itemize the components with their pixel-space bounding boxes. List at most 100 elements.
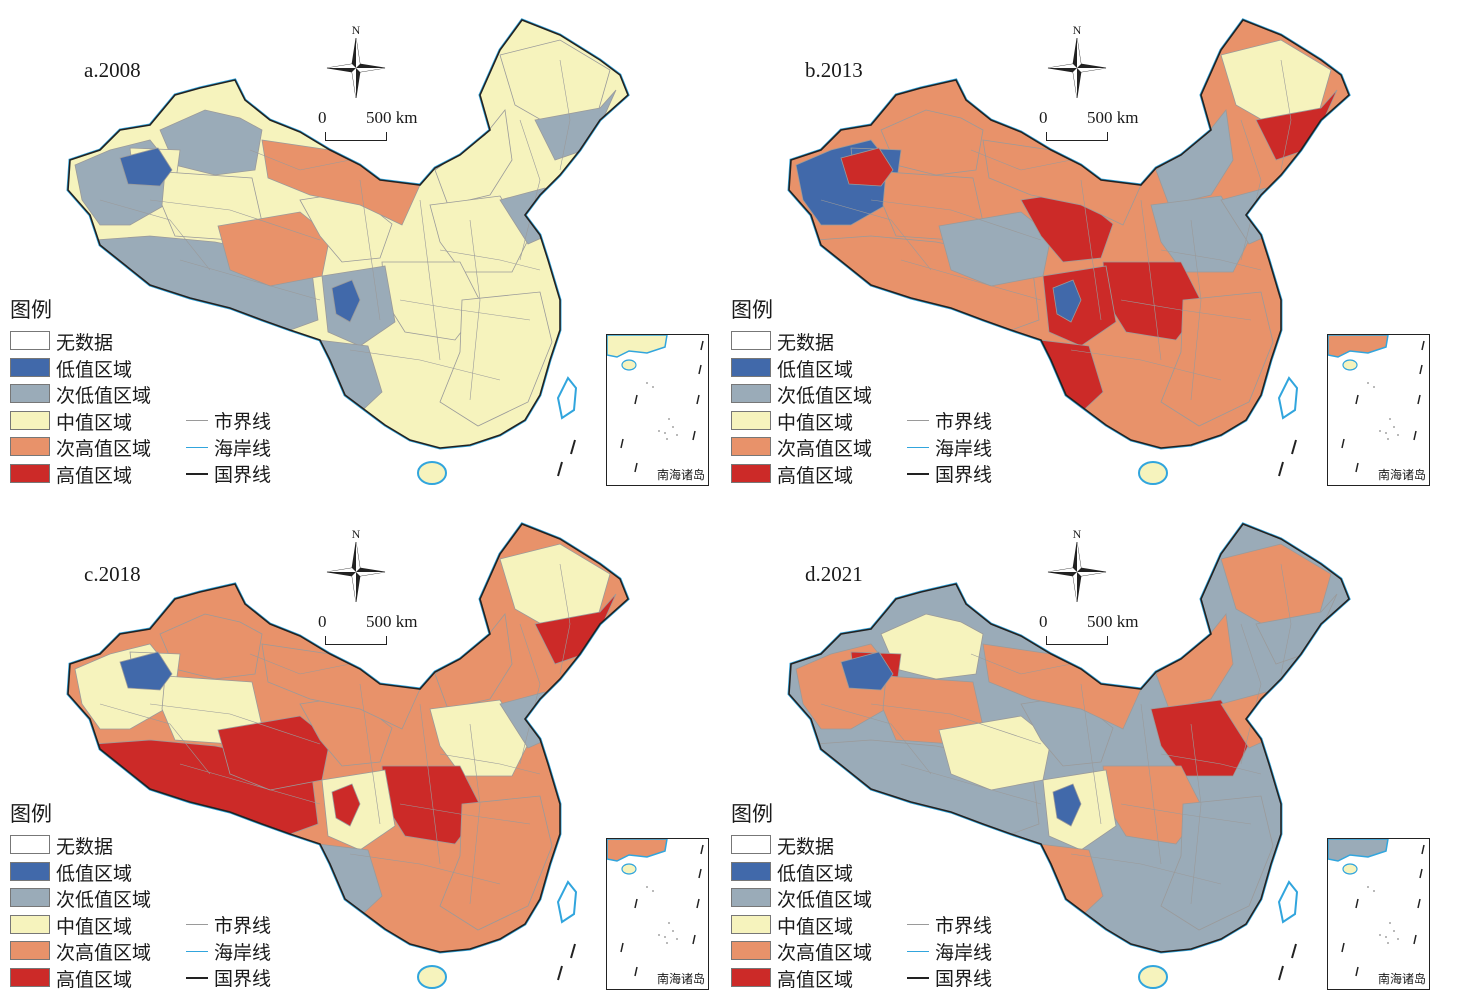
inset-island <box>646 886 648 888</box>
legend-swatch <box>10 384 50 403</box>
legend-line-label: 海岸线 <box>214 941 272 964</box>
nine-dash-line <box>620 942 624 953</box>
scale-bar: 0 500 km <box>1039 612 1159 652</box>
nine-dash-line <box>1355 966 1359 977</box>
inset-mainland <box>607 335 668 358</box>
inset-island <box>1397 938 1399 940</box>
city-boundary <box>870 199 1042 241</box>
map-panel: b.2013 N 0 500 km 图例 无数据 低值区域 次低值区域 中值区域 次高值区域 高值区… <box>721 0 1452 504</box>
city-boundary <box>970 149 1072 171</box>
national-border <box>67 19 629 449</box>
nine-dash-line <box>634 898 638 909</box>
inset-island <box>646 382 648 384</box>
city-boundary <box>249 653 351 675</box>
city-boundary <box>1140 199 1162 361</box>
city-boundary <box>1160 249 1262 271</box>
city-boundary <box>1120 803 1252 825</box>
inset-label: 南海诸岛 <box>656 468 705 482</box>
legend-title: 图例 <box>731 802 773 826</box>
north-label: N <box>352 23 361 37</box>
scale-start: 0 <box>318 612 327 631</box>
legend-line-label: 市界线 <box>214 915 272 937</box>
legend-item: 次高值区域 <box>10 938 190 964</box>
inset-hainan <box>621 863 637 875</box>
city-boundary <box>179 763 321 805</box>
city-boundary <box>469 219 481 401</box>
city-boundary <box>1070 853 1222 885</box>
city-boundary <box>349 349 501 381</box>
city-boundary <box>249 149 351 171</box>
choropleth-map <box>787 18 1351 485</box>
hainan-island <box>417 965 447 989</box>
scale-end: 500 km <box>366 612 418 631</box>
city-boundary <box>419 199 441 361</box>
city-boundary <box>179 259 321 301</box>
inset-island <box>1379 934 1381 936</box>
panel-label: b.2013 <box>805 58 863 82</box>
region-southeast <box>1160 291 1274 427</box>
legend-line-sample <box>907 924 929 925</box>
legend-item: 低值区域 <box>731 859 911 885</box>
legend-label: 次低值区域 <box>56 385 152 407</box>
north-arrow: N <box>1046 22 1108 100</box>
legend-line-item: 国界线 <box>907 460 1027 486</box>
city-boundary <box>149 199 321 241</box>
legend-item: 中值区域 <box>731 912 911 938</box>
legend-item: 中值区域 <box>10 912 190 938</box>
choropleth-map <box>787 522 1351 989</box>
city-boundary <box>870 703 1042 745</box>
nine-dash-line <box>696 394 700 405</box>
legend-swatch <box>731 410 771 430</box>
inset-island <box>1389 922 1391 924</box>
boundary-dash <box>557 965 563 981</box>
region-xinjiang-north <box>880 109 984 176</box>
scale-bar-line <box>1046 132 1108 141</box>
legend-item: 次高值区域 <box>731 938 911 964</box>
north-arrow: N <box>1046 526 1108 604</box>
legend-line-label: 国界线 <box>935 464 993 486</box>
legend-label: 无数据 <box>56 836 114 858</box>
inset-island <box>668 922 670 924</box>
scale-bar: 0 500 km <box>1039 108 1159 148</box>
legend-label: 低值区域 <box>777 358 854 381</box>
city-boundary <box>439 249 541 271</box>
city-boundary <box>419 703 441 865</box>
scale-start: 0 <box>1039 108 1048 127</box>
legend-line-sample <box>186 924 208 925</box>
south-china-sea-inset: 南海诸岛 <box>1327 334 1430 486</box>
legend-title: 图例 <box>10 298 52 322</box>
inset-island <box>1393 426 1395 428</box>
legend-swatch <box>10 331 50 350</box>
region-southeast <box>1160 795 1274 931</box>
region-spot-b <box>331 279 361 323</box>
nine-dash-line <box>1355 394 1359 405</box>
legend-label: 低值区域 <box>56 862 133 885</box>
legend-item: 中值区域 <box>10 408 190 434</box>
north-label: N <box>352 527 361 541</box>
inset-island <box>1367 886 1369 888</box>
scale-bar: 0 500 km <box>318 108 438 148</box>
inset-island <box>672 930 674 932</box>
hainan-island <box>1138 461 1168 485</box>
legend-line-sample <box>186 977 208 979</box>
nine-dash-line <box>1341 438 1345 449</box>
legend-label: 中值区域 <box>777 411 854 434</box>
legend-line-sample <box>907 950 929 952</box>
inset-island <box>1393 930 1395 932</box>
legend-label: 无数据 <box>777 332 835 354</box>
scale-bar-line <box>1046 636 1108 645</box>
legend-label: 次高值区域 <box>56 942 152 964</box>
nine-dash-line <box>1341 942 1345 953</box>
legend-line-label: 市界线 <box>935 915 993 937</box>
legend-line-item: 市界线 <box>907 407 1027 433</box>
map-panel: a.2008 N 0 500 km 图例 无数据 低值区域 次低值区域 中值区域 次高值区域 高值区… <box>0 0 731 504</box>
north-arrow: N <box>325 526 387 604</box>
region-xinjiang-north <box>159 109 263 176</box>
inset-island <box>1397 434 1399 436</box>
legend-line-item: 海岸线 <box>186 938 306 964</box>
legend-line-item: 海岸线 <box>907 938 1027 964</box>
map-panel: c.2018 N 0 500 km 图例 无数据 低值区域 次低值区域 中值区域 次高值区域 高值区… <box>0 504 731 1008</box>
inset-island <box>676 938 678 940</box>
legend-line-label: 海岸线 <box>214 437 272 460</box>
choropleth-map <box>66 18 630 485</box>
